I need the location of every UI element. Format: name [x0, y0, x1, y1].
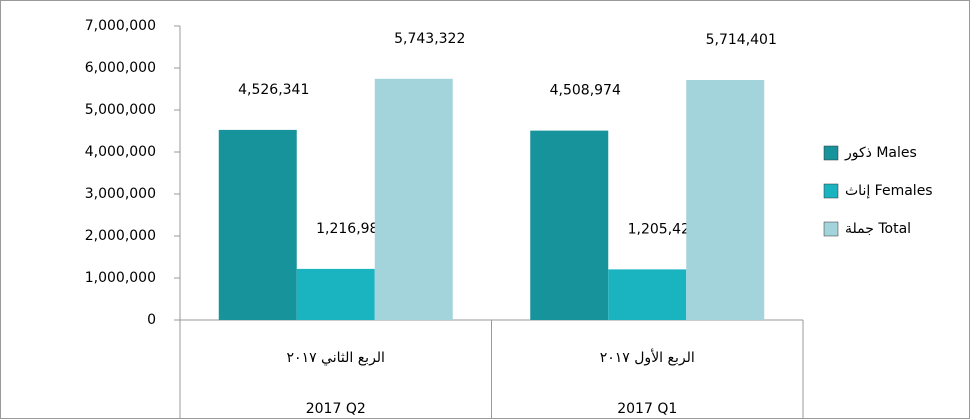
bar — [296, 268, 375, 320]
y-tick-label: 4,000,000 — [85, 144, 156, 160]
y-tick-label: 7,000,000 — [85, 18, 156, 34]
x-tick-label: الربع الثاني ٢٠١٧ — [287, 350, 385, 366]
x-sub-label: 2017 Q1 — [617, 401, 677, 417]
y-tick-label: 2,000,000 — [85, 228, 156, 244]
data-label: 5,714,401 — [706, 32, 777, 48]
data-label: 5,743,322 — [394, 31, 465, 47]
data-label: 1,205,427 — [628, 221, 699, 237]
legend-label: إناث Females — [845, 183, 933, 199]
legend-label: ذكور Males — [844, 145, 917, 161]
data-label: 4,526,341 — [238, 82, 309, 98]
legend-swatch — [823, 145, 839, 161]
data-label: 1,216,981 — [316, 221, 387, 237]
bar — [530, 130, 609, 320]
bar — [608, 269, 687, 320]
bar — [686, 79, 765, 321]
y-tick-label: 3,000,000 — [85, 186, 156, 202]
y-tick-label: 5,000,000 — [85, 102, 156, 118]
legend-swatch — [823, 221, 839, 237]
y-tick-label: 1,000,000 — [85, 270, 156, 286]
x-sub-label: 2017 Q2 — [306, 401, 366, 417]
bar — [218, 129, 297, 320]
data-label: 4,508,974 — [550, 83, 621, 99]
legend-swatch — [823, 183, 839, 199]
y-tick-label: 6,000,000 — [85, 60, 156, 76]
y-tick-label: 0 — [147, 312, 156, 328]
legend-label: جملة Total — [845, 221, 911, 237]
bar — [374, 78, 453, 320]
x-tick-label: الربع الأول ٢٠١٧ — [600, 348, 695, 366]
